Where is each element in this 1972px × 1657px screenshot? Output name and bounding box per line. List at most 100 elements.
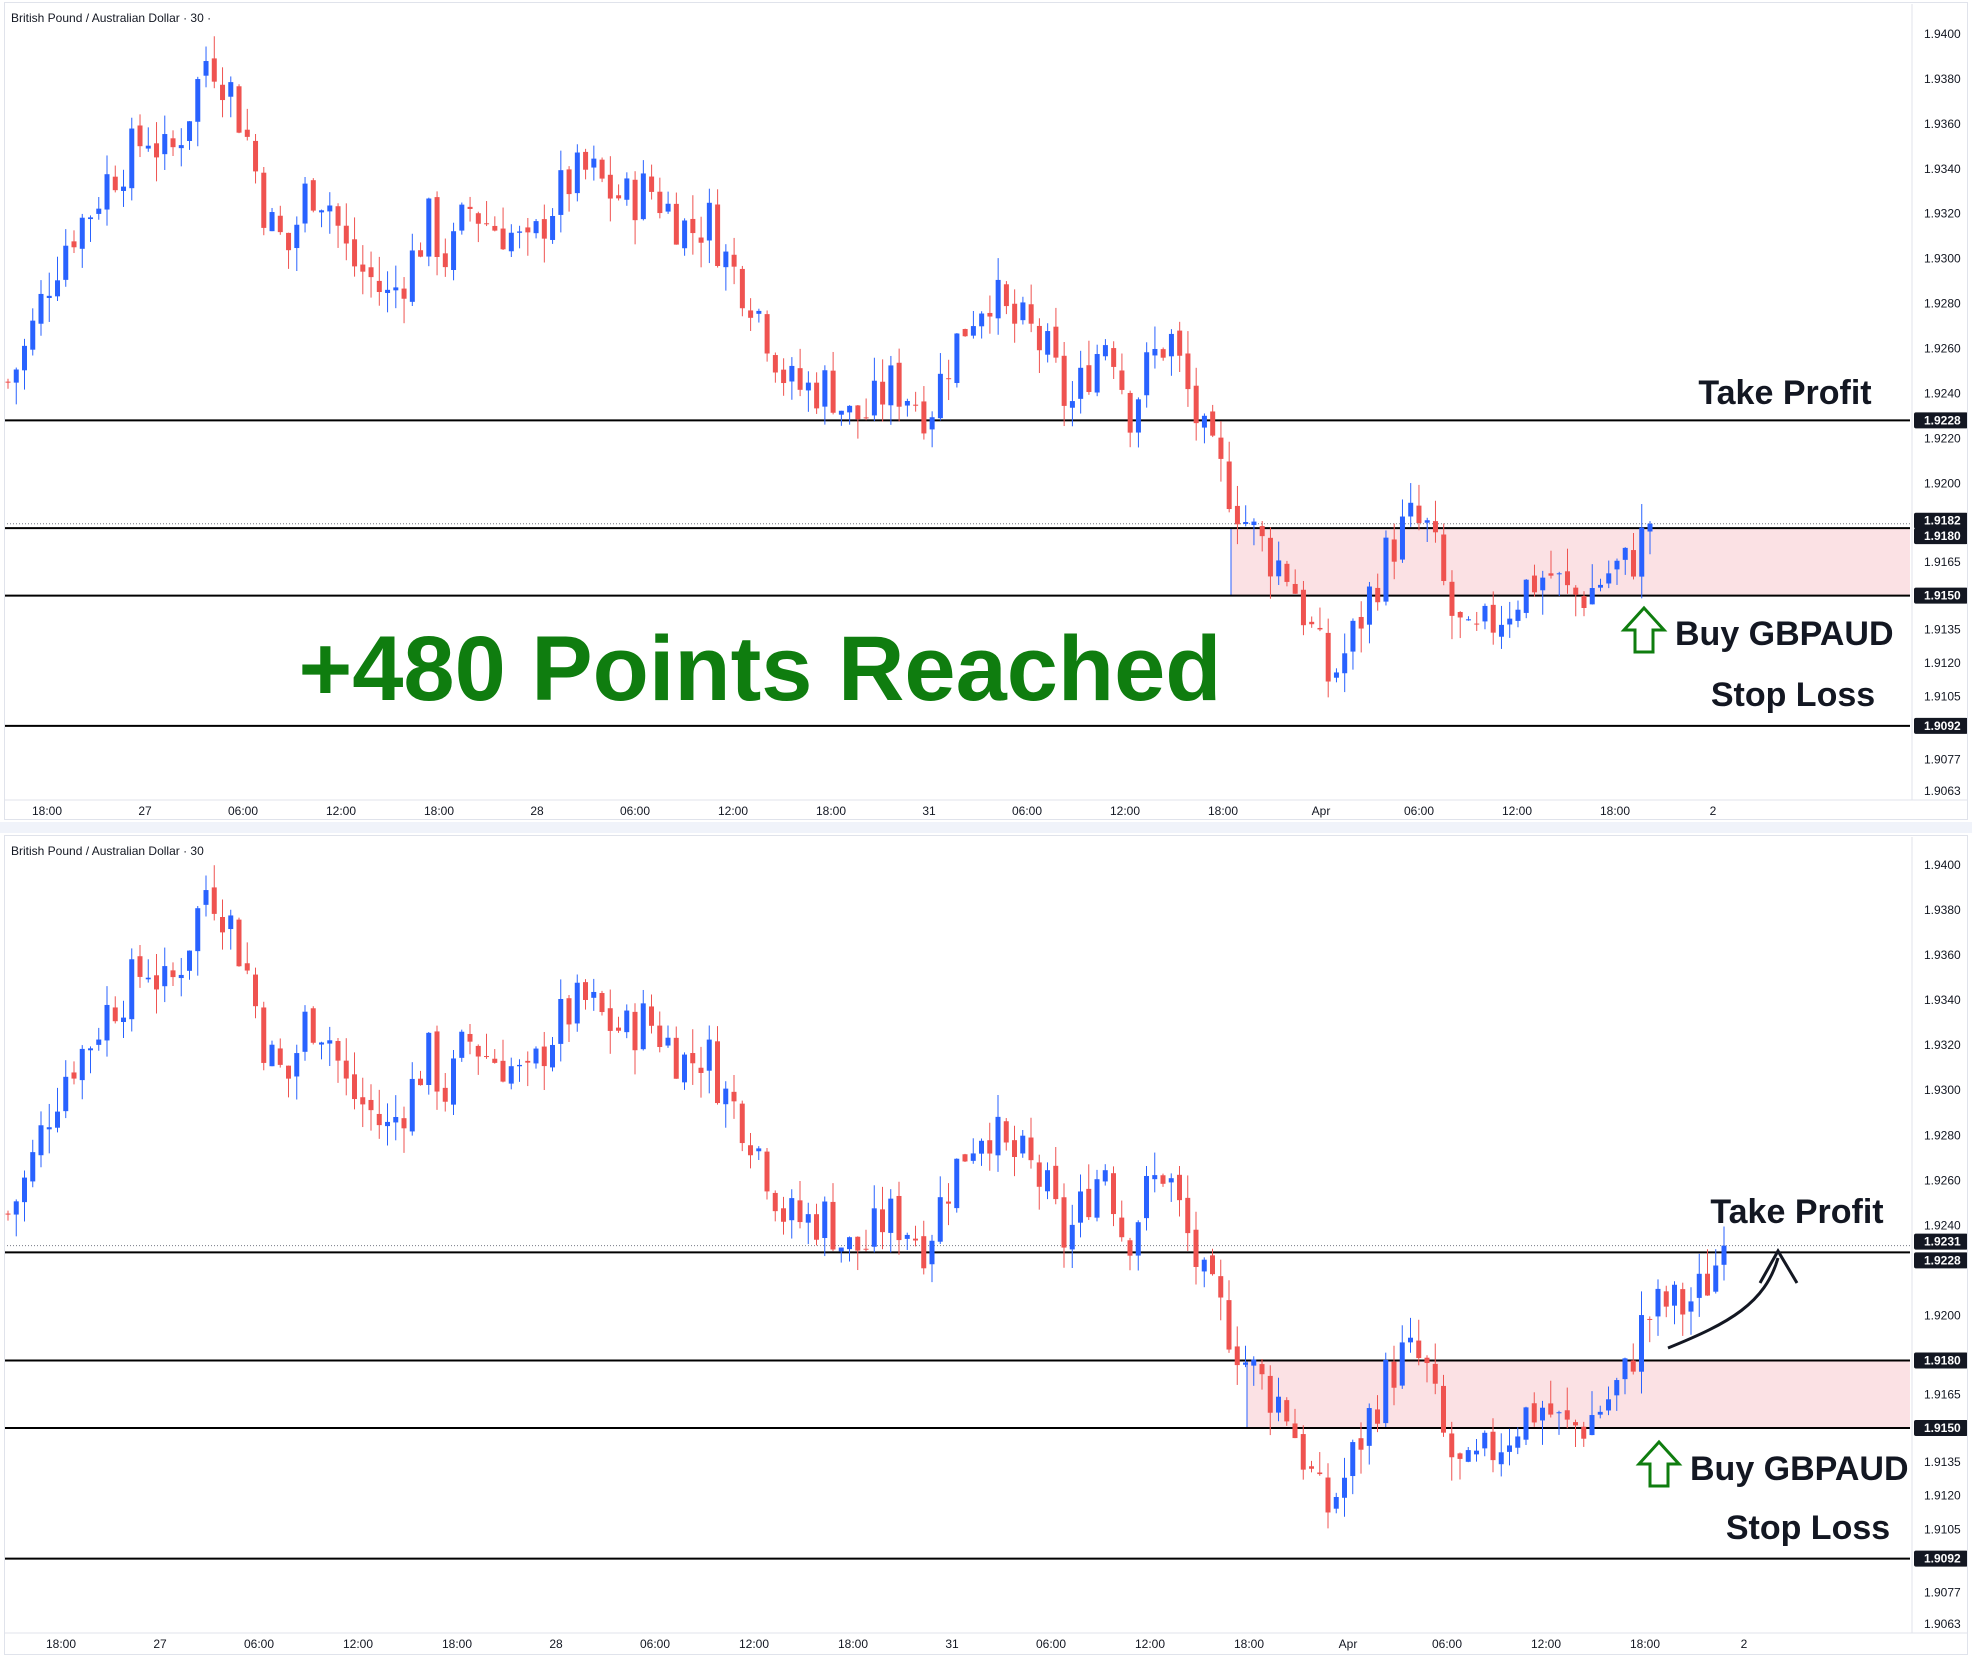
panel-separator[interactable]	[0, 822, 1972, 833]
candle-body	[715, 204, 721, 267]
candle-body	[1086, 365, 1092, 392]
candle-body	[1020, 302, 1026, 321]
candle	[1606, 560, 1612, 589]
candle-body	[294, 1053, 300, 1077]
candle-body	[805, 1214, 811, 1223]
candle	[492, 216, 498, 232]
candle-body	[1350, 620, 1356, 652]
chart-svg-top[interactable]: 1.9400 1.9380 1.9360 1.9340 1.9320 1.9300 1.92…	[0, 0, 1972, 822]
candle-body	[682, 1054, 687, 1083]
candle-body	[1292, 583, 1298, 594]
candle-body	[665, 1037, 671, 1046]
candle-body	[1144, 352, 1150, 396]
candle-body	[632, 179, 638, 221]
candle	[665, 191, 671, 214]
price-tick-label: 1.9280	[1924, 297, 1961, 311]
candle	[673, 1026, 679, 1079]
candle	[121, 169, 127, 207]
candle	[1053, 307, 1059, 363]
time-tick-label: 12:00	[343, 1637, 373, 1651]
candle	[79, 213, 85, 268]
candle	[1713, 1249, 1719, 1294]
candle	[1441, 523, 1447, 586]
candle	[294, 216, 300, 272]
stop-loss-label: Stop Loss	[1711, 676, 1875, 714]
candle-body	[22, 1177, 27, 1203]
price-tick-label: 1.9360	[1924, 117, 1961, 131]
candle-body	[1061, 1197, 1067, 1248]
candle-body	[434, 197, 440, 258]
candle	[319, 209, 325, 228]
candle	[1210, 404, 1216, 438]
candle	[500, 1039, 506, 1083]
candle	[1564, 548, 1570, 594]
candle-body	[220, 84, 226, 101]
price-badge	[1914, 528, 1968, 545]
candle	[987, 295, 993, 334]
price-axis: 1.9400 1.9380 1.9360 1.9340 1.9320 1.9300 1.92…	[1924, 27, 1961, 798]
candles	[5, 36, 1653, 698]
candle-body	[517, 231, 523, 233]
candle	[1457, 1452, 1463, 1480]
price-badge	[1914, 412, 1968, 429]
time-tick-label: 06:00	[1036, 1637, 1066, 1651]
candle-body	[368, 267, 374, 278]
candle-body	[1020, 1135, 1026, 1154]
candle	[376, 1089, 382, 1139]
chart-svg-bottom[interactable]: 1.9400 1.9380 1.9360 1.9340 1.9320 1.9300 1.92…	[0, 833, 1972, 1657]
candle	[871, 1185, 877, 1253]
candle	[1408, 483, 1414, 527]
candle-body	[723, 1088, 729, 1105]
candle	[1053, 1146, 1059, 1205]
candle	[1267, 527, 1273, 599]
candle	[830, 351, 836, 415]
candle	[1078, 1174, 1083, 1238]
candle-body	[863, 1248, 869, 1250]
candle	[1300, 1425, 1306, 1480]
candle	[649, 994, 654, 1034]
candle-body	[170, 138, 176, 148]
time-tick-label: 12:00	[1135, 1637, 1165, 1651]
candle-body	[1135, 1222, 1141, 1256]
candle-body	[871, 380, 877, 416]
candle	[1185, 1175, 1191, 1251]
candle	[1523, 579, 1529, 619]
candle	[277, 205, 283, 235]
candle-body	[781, 1208, 786, 1222]
candle	[1482, 1430, 1488, 1457]
candle-body	[616, 195, 622, 199]
candle-body	[253, 140, 259, 172]
candle-body	[310, 1008, 316, 1043]
candle	[1721, 1226, 1727, 1281]
candle-body	[962, 329, 968, 337]
candle	[723, 1081, 729, 1128]
candle-body	[896, 362, 902, 407]
candle	[1515, 1427, 1521, 1455]
candle-body	[1292, 1423, 1298, 1439]
candle-body	[1309, 1466, 1314, 1469]
projection-arrowhead-icon	[1758, 1248, 1799, 1284]
candle	[1696, 1253, 1702, 1317]
candle-body	[1606, 573, 1612, 584]
candle	[566, 994, 572, 1042]
candle	[764, 310, 770, 362]
candle-body	[96, 1039, 102, 1045]
candle-body	[1226, 1300, 1232, 1350]
candle	[104, 986, 110, 1057]
candle	[1416, 1319, 1422, 1366]
candle	[871, 357, 877, 422]
candle	[1441, 1374, 1446, 1437]
price-tick-label: 1.9165	[1924, 1387, 1961, 1401]
candle	[838, 1247, 844, 1263]
time-tick-label: 12:00	[1110, 804, 1140, 818]
candle	[71, 230, 77, 254]
candle-body	[1127, 392, 1133, 433]
candle	[79, 1045, 85, 1100]
candle-body	[1540, 1407, 1545, 1421]
candle	[352, 1052, 357, 1110]
candle	[1333, 668, 1339, 683]
candle-body	[789, 365, 795, 382]
candle	[1589, 1391, 1595, 1436]
price-tick-label: 1.9120	[1924, 1489, 1961, 1503]
candle	[1069, 381, 1075, 427]
